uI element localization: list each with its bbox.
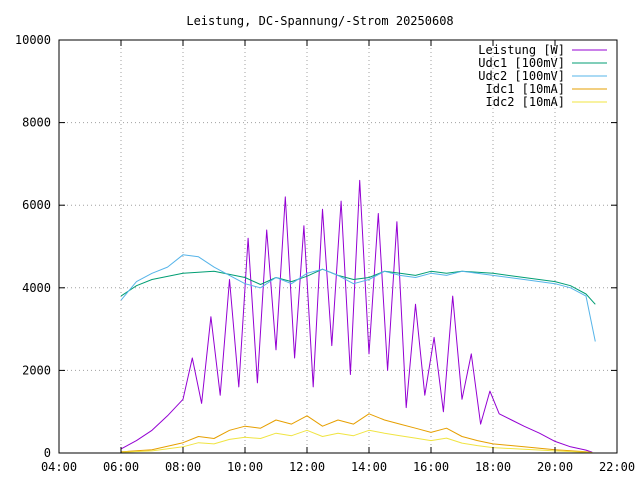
- x-tick-label: 14:00: [351, 460, 387, 474]
- x-tick-label: 16:00: [413, 460, 449, 474]
- series-line-4: [120, 429, 593, 454]
- y-tick-label: 6000: [22, 198, 51, 212]
- legend-label: Idc1 [10mA]: [486, 82, 565, 96]
- legend-label: Leistung [W]: [478, 43, 565, 57]
- series-layer: [120, 179, 596, 454]
- axis-ticks: [58, 39, 618, 454]
- x-tick-label: 08:00: [165, 460, 201, 474]
- legend-label: Idc2 [10mA]: [486, 95, 565, 109]
- x-tick-label: 20:00: [537, 460, 573, 474]
- legend: Leistung [W]Udc1 [100mV]Udc2 [100mV]Idc1…: [478, 43, 607, 109]
- legend-label: Udc2 [100mV]: [478, 69, 565, 83]
- y-tick-label: 4000: [22, 281, 51, 295]
- x-tick-label: 06:00: [103, 460, 139, 474]
- tick-labels: 04:00 06:00 08:00 10:00 12:00 14:00 16:00 18:00…: [15, 33, 635, 474]
- y-tick-label: 2000: [22, 363, 51, 377]
- x-tick-label: 22:00: [599, 460, 635, 474]
- x-tick-label: 04:00: [41, 460, 77, 474]
- series-line-3: [120, 413, 593, 454]
- x-tick-label: 12:00: [289, 460, 325, 474]
- series-line-2: [120, 254, 596, 342]
- grid: [59, 40, 617, 453]
- x-tick-label: 10:00: [227, 460, 263, 474]
- series-line-1: [120, 268, 596, 305]
- series-line-0: [120, 179, 593, 453]
- chart-title: Leistung, DC-Spannung/-Strom 20250608: [186, 14, 453, 28]
- y-tick-label: 8000: [22, 116, 51, 130]
- y-tick-label: 10000: [15, 33, 51, 47]
- plot-border: [58, 39, 618, 454]
- y-tick-label: 0: [44, 446, 51, 460]
- legend-label: Udc1 [100mV]: [478, 56, 565, 70]
- x-tick-label: 18:00: [475, 460, 511, 474]
